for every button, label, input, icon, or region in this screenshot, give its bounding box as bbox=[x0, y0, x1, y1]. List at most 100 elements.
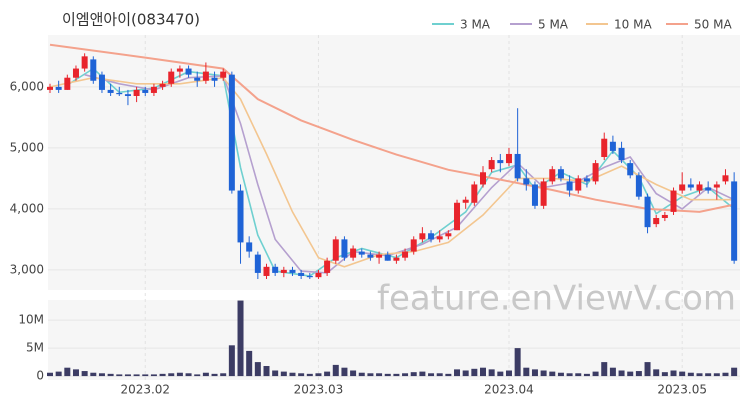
candle-body bbox=[566, 181, 573, 191]
candle-body bbox=[575, 178, 582, 191]
volume-bar bbox=[211, 373, 218, 377]
volume-bar bbox=[471, 368, 478, 377]
volume-bar bbox=[410, 372, 417, 377]
candle-body bbox=[211, 77, 218, 81]
y-tick-label: 5M bbox=[26, 341, 44, 355]
candle-body bbox=[90, 59, 97, 81]
volume-bar bbox=[194, 374, 201, 377]
volume-bar bbox=[185, 373, 192, 377]
candle-body bbox=[332, 239, 339, 261]
candle-body bbox=[696, 184, 703, 191]
volume-bar bbox=[376, 373, 383, 377]
volume-bar bbox=[687, 372, 694, 377]
candle-body bbox=[263, 266, 270, 276]
volume-bar bbox=[566, 373, 573, 377]
candle-body bbox=[497, 160, 504, 164]
x-tick-label: 2023.02 bbox=[120, 383, 170, 397]
volume-bar bbox=[298, 373, 305, 377]
volume-bar bbox=[107, 373, 114, 377]
candle-body bbox=[609, 141, 616, 151]
candle-body bbox=[116, 92, 123, 95]
candle-body bbox=[168, 71, 175, 84]
volume-bar bbox=[306, 373, 313, 377]
volume-bar bbox=[159, 373, 166, 377]
volume-bar bbox=[280, 371, 287, 377]
candle-body bbox=[237, 190, 244, 243]
candle-body bbox=[618, 147, 625, 161]
y-tick-label: 3,000 bbox=[10, 262, 44, 276]
volume-bar bbox=[428, 373, 435, 377]
volume-bar bbox=[670, 370, 677, 377]
volume-bar bbox=[531, 369, 538, 377]
volume-bar bbox=[350, 370, 357, 377]
candle-body bbox=[661, 214, 668, 219]
volume-bar bbox=[505, 370, 512, 377]
candle-body bbox=[480, 172, 486, 185]
volume-bar bbox=[272, 370, 279, 377]
volume-bar bbox=[679, 371, 686, 377]
candle-body bbox=[679, 184, 686, 191]
volume-bar bbox=[609, 367, 616, 377]
candle-body bbox=[159, 83, 166, 87]
volume-bar bbox=[575, 373, 582, 377]
volume-bar bbox=[653, 369, 660, 377]
candle-body bbox=[72, 68, 79, 78]
volume-bar bbox=[583, 373, 590, 377]
candle-body bbox=[670, 190, 677, 212]
candle-body bbox=[705, 187, 712, 191]
candle-body bbox=[254, 254, 261, 273]
volume-bar bbox=[332, 364, 339, 377]
candle-body bbox=[280, 269, 287, 273]
volume-bar bbox=[549, 371, 556, 377]
candle-body bbox=[557, 169, 564, 179]
candle-body bbox=[471, 184, 478, 203]
candle-body bbox=[81, 56, 88, 69]
candle-body bbox=[376, 254, 383, 258]
candle-body bbox=[150, 86, 157, 93]
candle-body bbox=[298, 272, 305, 276]
volume-bar bbox=[384, 373, 391, 377]
candle-body bbox=[358, 251, 365, 255]
candle-body bbox=[185, 68, 192, 75]
candle-body bbox=[410, 239, 417, 252]
y-tick-label: 0 bbox=[36, 369, 44, 383]
candle-body bbox=[124, 94, 131, 97]
volume-bar bbox=[705, 373, 712, 377]
candle-body bbox=[653, 218, 660, 225]
x-tick-label: 2023.03 bbox=[294, 383, 344, 397]
volume-bar bbox=[644, 362, 651, 377]
volume-bar bbox=[523, 367, 530, 377]
candle-body bbox=[462, 199, 469, 203]
candle-body bbox=[454, 202, 461, 231]
volume-bar bbox=[722, 372, 729, 377]
candle-body bbox=[627, 163, 634, 176]
candle-body bbox=[367, 254, 374, 258]
volume-bar bbox=[176, 372, 183, 377]
volume-bar bbox=[514, 348, 521, 377]
candle-body bbox=[246, 242, 253, 252]
candle-body bbox=[428, 233, 435, 240]
volume-bar bbox=[263, 366, 270, 377]
volume-bar bbox=[90, 372, 97, 377]
volume-bar bbox=[627, 371, 634, 377]
chart-title: 이엠앤아이(083470) bbox=[62, 11, 200, 29]
candle-body bbox=[384, 254, 391, 261]
candle-body bbox=[436, 236, 443, 240]
volume-bar bbox=[480, 367, 486, 377]
volume-bar bbox=[454, 369, 461, 377]
volume-bar bbox=[393, 373, 400, 377]
candle-body bbox=[98, 74, 105, 90]
volume-bar bbox=[124, 374, 131, 377]
legend-label: 5 MA bbox=[538, 18, 569, 32]
volume-bar bbox=[557, 372, 564, 377]
candle-body bbox=[531, 184, 538, 206]
y-tick-label: 5,000 bbox=[10, 140, 44, 154]
candle-body bbox=[289, 269, 296, 273]
volume-bar bbox=[254, 362, 261, 377]
candle-body bbox=[583, 178, 590, 182]
volume-bar bbox=[436, 373, 443, 377]
candle-body bbox=[47, 86, 53, 90]
candle-body bbox=[713, 184, 720, 188]
candle-body bbox=[722, 175, 729, 182]
volume-bar bbox=[47, 372, 53, 377]
